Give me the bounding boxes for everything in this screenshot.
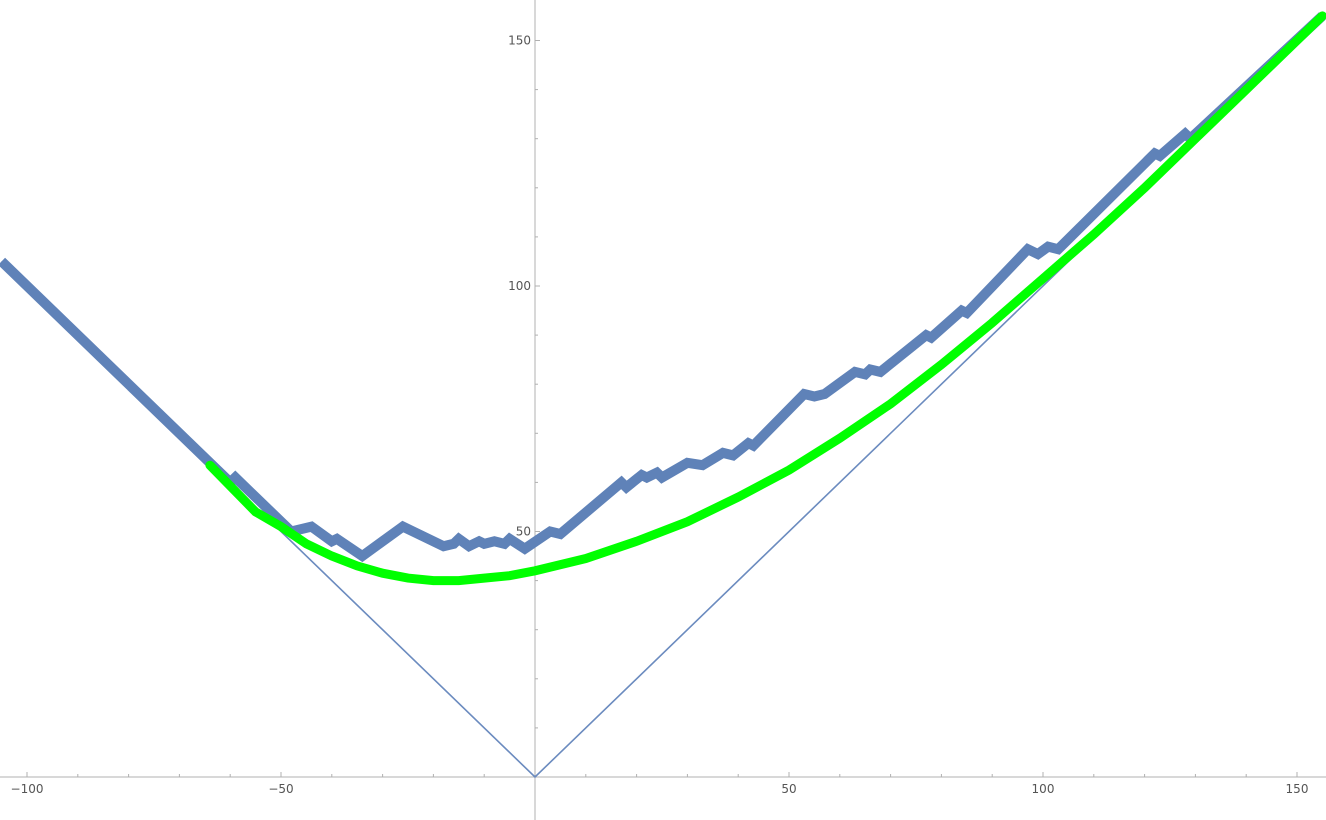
series-line-walk: [0, 12, 1326, 563]
series-layer: [0, 11, 1326, 779]
series-line-smooth: [205, 11, 1326, 586]
x-tick-label: 50: [781, 782, 796, 796]
x-tick-label: 100: [1032, 782, 1055, 796]
x-tick-label: 150: [1286, 782, 1309, 796]
y-tick-label: 150: [508, 34, 531, 48]
x-tick-label: −100: [11, 782, 44, 796]
y-tick-label: 50: [516, 525, 531, 539]
tick-labels: −100 −50 50 100 150 50 100 150: [11, 34, 1309, 797]
x-tick-label: −50: [268, 782, 293, 796]
y-tick-label: 100: [508, 279, 531, 293]
series-line-envelope: [1, 15, 1323, 779]
